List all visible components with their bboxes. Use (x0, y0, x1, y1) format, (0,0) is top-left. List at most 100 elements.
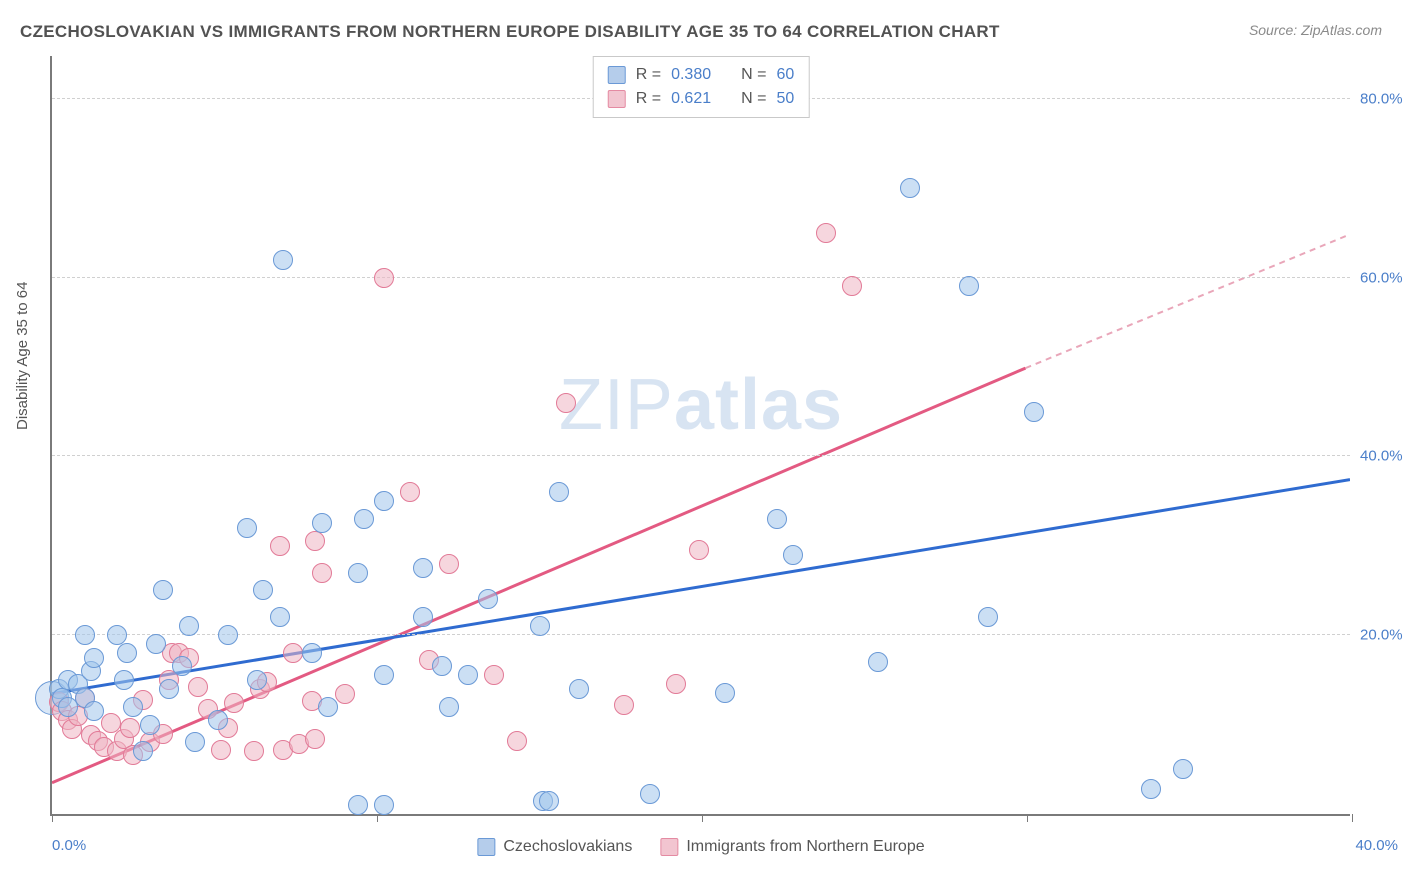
gridline-horizontal (52, 277, 1350, 278)
scatter-point-b (244, 741, 264, 761)
scatter-point-a (253, 580, 273, 600)
x-tick (702, 814, 703, 822)
trend-lines-svg (52, 56, 1350, 814)
scatter-point-b (507, 731, 527, 751)
watermark: ZIPatlas (559, 364, 843, 446)
watermark-part-1: ZIP (559, 365, 674, 445)
scatter-point-a (185, 732, 205, 752)
scatter-point-a (439, 697, 459, 717)
scatter-point-a (159, 679, 179, 699)
scatter-point-a (549, 482, 569, 502)
scatter-point-a (107, 625, 127, 645)
legend-n-value: 60 (776, 63, 794, 87)
scatter-point-b (614, 695, 634, 715)
scatter-point-a (146, 634, 166, 654)
scatter-point-a (348, 563, 368, 583)
scatter-point-b (335, 684, 355, 704)
scatter-point-b (312, 563, 332, 583)
scatter-point-a (172, 656, 192, 676)
scatter-point-a (715, 683, 735, 703)
y-tick-label: 80.0% (1360, 90, 1406, 107)
scatter-point-a (153, 580, 173, 600)
scatter-point-a (374, 491, 394, 511)
legend-stat-row: R =0.380N =60 (608, 63, 795, 87)
scatter-point-a (374, 795, 394, 815)
scatter-point-a (539, 791, 559, 811)
scatter-point-a (270, 607, 290, 627)
trendline (52, 480, 1350, 694)
legend-swatch (477, 838, 495, 856)
scatter-point-b (283, 643, 303, 663)
scatter-point-a (208, 710, 228, 730)
scatter-point-b (439, 554, 459, 574)
source-prefix: Source: (1249, 22, 1301, 38)
scatter-point-a (530, 616, 550, 636)
scatter-point-b (374, 268, 394, 288)
x-tick (52, 814, 53, 822)
scatter-point-b (556, 393, 576, 413)
x-tick (377, 814, 378, 822)
legend-swatch (660, 838, 678, 856)
scatter-point-b (689, 540, 709, 560)
scatter-point-a (247, 670, 267, 690)
legend-item-label: Czechoslovakians (503, 838, 632, 856)
scatter-point-a (978, 607, 998, 627)
trendline-dashed (1026, 234, 1351, 368)
scatter-point-b (484, 665, 504, 685)
scatter-plot-area: ZIPatlas R =0.380N =60R =0.621N =50 Czec… (50, 56, 1350, 816)
scatter-point-a (218, 625, 238, 645)
series-legend: Czechoslovakians Immigrants from Northern… (477, 838, 924, 856)
scatter-point-a (1024, 402, 1044, 422)
scatter-point-b (400, 482, 420, 502)
scatter-point-a (413, 607, 433, 627)
legend-n-label: N = (741, 87, 766, 111)
scatter-point-a (1173, 759, 1193, 779)
x-tick (1027, 814, 1028, 822)
x-tick-label-right: 40.0% (1355, 837, 1398, 854)
scatter-point-a (959, 276, 979, 296)
legend-item: Immigrants from Northern Europe (660, 838, 924, 856)
scatter-point-a (354, 509, 374, 529)
scatter-point-a (75, 625, 95, 645)
scatter-point-a (640, 784, 660, 804)
scatter-point-b (270, 536, 290, 556)
legend-item: Czechoslovakians (477, 838, 632, 856)
legend-swatch (608, 90, 626, 108)
scatter-point-b (211, 740, 231, 760)
scatter-point-a (133, 741, 153, 761)
legend-r-label: R = (636, 63, 661, 87)
scatter-point-a (179, 616, 199, 636)
scatter-point-b (120, 718, 140, 738)
scatter-point-a (84, 648, 104, 668)
legend-r-value: 0.621 (671, 87, 711, 111)
legend-r-label: R = (636, 87, 661, 111)
legend-stat-row: R = 0.621 N = 50 (608, 87, 795, 111)
scatter-point-a (900, 178, 920, 198)
legend-n-value: 50 (776, 87, 794, 111)
scatter-point-a (478, 589, 498, 609)
scatter-point-b (816, 223, 836, 243)
scatter-point-a (432, 656, 452, 676)
scatter-point-a (569, 679, 589, 699)
source-attribution: Source: ZipAtlas.com (1249, 22, 1382, 38)
scatter-point-a (140, 715, 160, 735)
y-tick-label: 40.0% (1360, 448, 1406, 465)
y-tick-label: 20.0% (1360, 627, 1406, 644)
scatter-point-a (312, 513, 332, 533)
scatter-point-b (305, 531, 325, 551)
scatter-point-a (1141, 779, 1161, 799)
scatter-point-b (305, 729, 325, 749)
scatter-point-a (273, 250, 293, 270)
gridline-horizontal (52, 455, 1350, 456)
scatter-point-a (783, 545, 803, 565)
y-axis-label: Disability Age 35 to 64 (14, 282, 31, 430)
y-tick-label: 60.0% (1360, 269, 1406, 286)
x-tick-label-left: 0.0% (52, 837, 86, 854)
legend-swatch (608, 66, 626, 84)
scatter-point-a (868, 652, 888, 672)
scatter-point-a (123, 697, 143, 717)
scatter-point-a (348, 795, 368, 815)
scatter-point-b (666, 674, 686, 694)
scatter-point-a (237, 518, 257, 538)
scatter-point-a (374, 665, 394, 685)
